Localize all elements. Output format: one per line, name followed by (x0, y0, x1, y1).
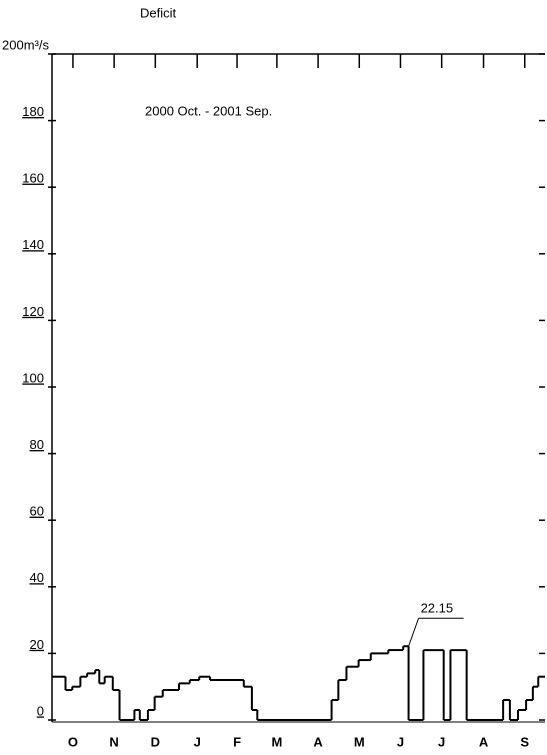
y-tick-label: 20 (30, 637, 44, 652)
y-tick-label: 100 (22, 370, 44, 385)
y-tick-label: 0 (37, 703, 44, 718)
chart-subtitle: 2000 Oct. - 2001 Sep. (145, 103, 272, 118)
y-tick-label: 140 (22, 237, 44, 252)
y-tick-label: 160 (22, 171, 44, 186)
y-tick-label: 200m³/s (2, 37, 49, 52)
x-tick-label: F (233, 734, 241, 749)
x-tick-label: A (479, 734, 489, 749)
x-tick-label: J (397, 734, 404, 749)
x-tick-label: N (109, 734, 118, 749)
y-tick-label: 120 (22, 304, 44, 319)
y-tick-label: 60 (30, 504, 44, 519)
annotation-leader (408, 618, 420, 647)
x-tick-label: M (354, 734, 365, 749)
annotation: 22.15 (421, 601, 454, 616)
x-tick-label: O (68, 734, 78, 749)
x-tick-label: J (438, 734, 445, 749)
y-tick-label: 180 (22, 104, 44, 119)
x-tick-label: M (271, 734, 282, 749)
x-tick-label: S (520, 734, 529, 749)
x-tick-label: A (313, 734, 323, 749)
y-tick-label: 80 (30, 437, 44, 452)
y-tick-label: 40 (30, 570, 44, 585)
x-tick-label: J (194, 734, 201, 749)
chart-title: Deficit (140, 5, 177, 20)
x-tick-label: D (151, 734, 160, 749)
